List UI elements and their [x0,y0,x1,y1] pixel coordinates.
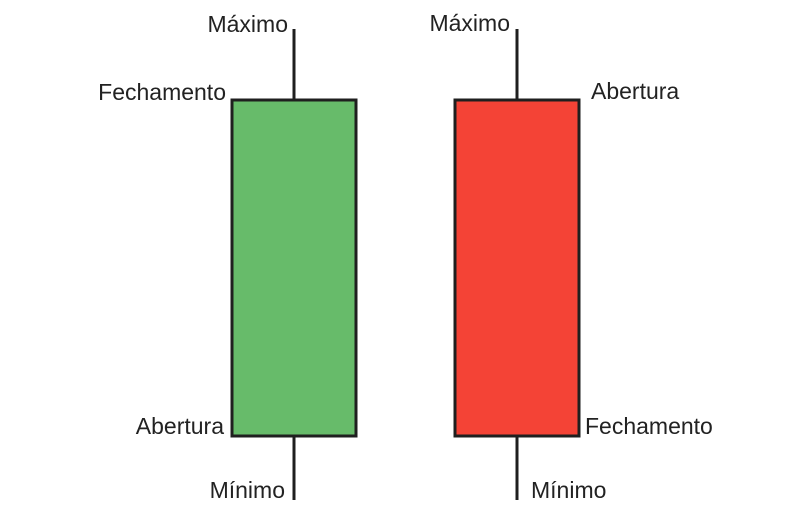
bearish-candle-body [453,98,581,438]
bullish-high-label: Máximo [207,11,288,37]
bearish-low-label: Mínimo [531,477,606,503]
bullish-candle-body [230,98,358,438]
bullish-low-label: Mínimo [210,477,285,503]
bullish-candle: Máximo Fechamento Abertura Mínimo [98,11,358,503]
bullish-close-label: Fechamento [98,79,226,105]
bearish-open-label: Abertura [591,78,679,104]
bearish-high-label: Máximo [429,10,510,36]
bearish-close-label: Fechamento [585,413,713,439]
bearish-candle: Máximo Abertura Fechamento Mínimo [429,10,712,503]
bullish-open-label: Abertura [136,413,224,439]
